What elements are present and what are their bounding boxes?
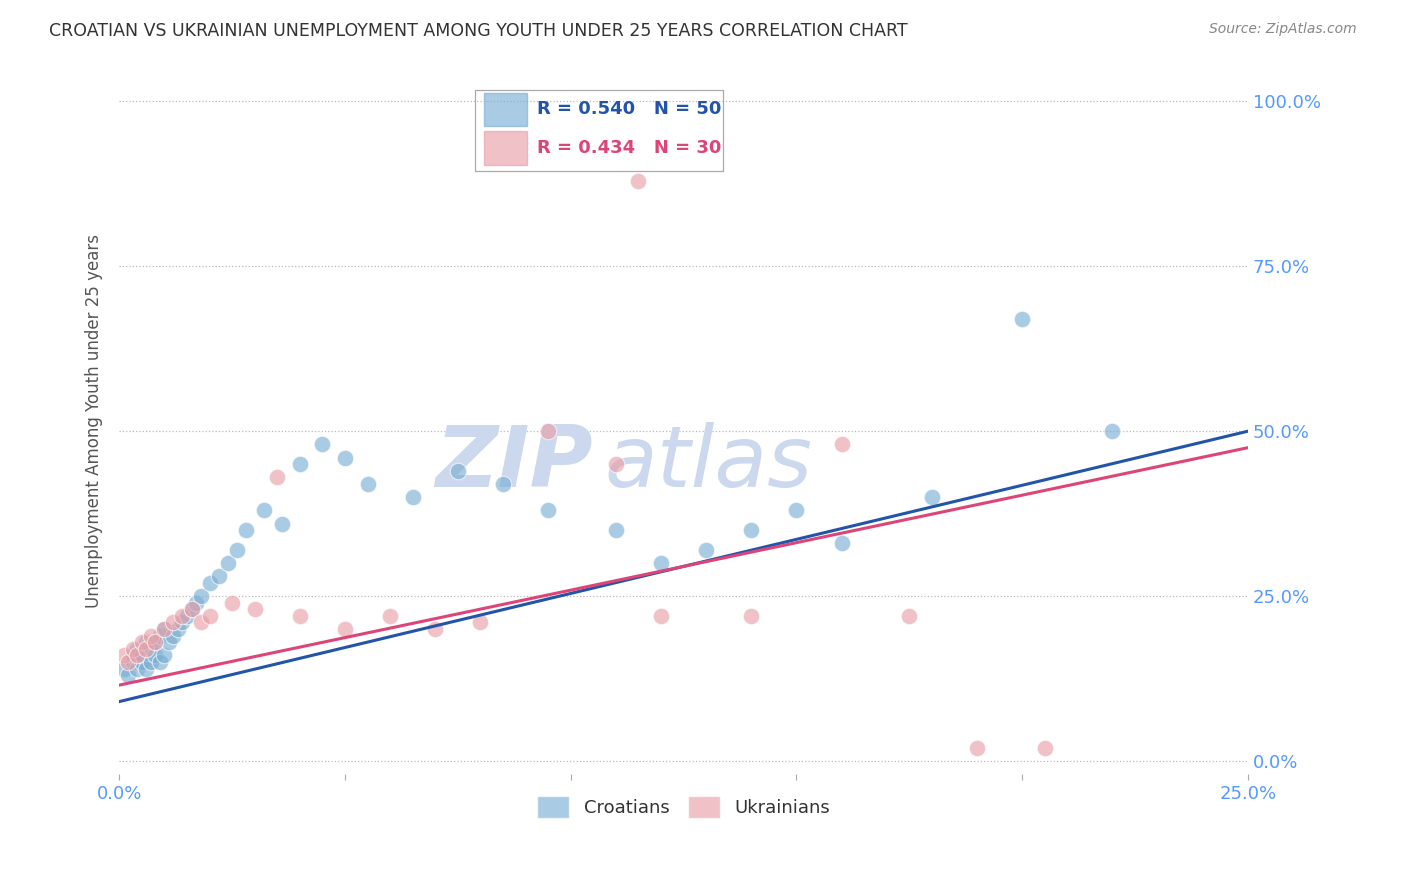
Point bbox=[695, 542, 717, 557]
Point bbox=[139, 641, 162, 656]
Point bbox=[311, 437, 333, 451]
Point bbox=[288, 457, 311, 471]
Point bbox=[121, 648, 143, 663]
Point bbox=[921, 490, 943, 504]
Point bbox=[180, 602, 202, 616]
Point bbox=[785, 503, 807, 517]
Y-axis label: Unemployment Among Youth under 25 years: Unemployment Among Youth under 25 years bbox=[86, 235, 103, 608]
Point bbox=[127, 662, 149, 676]
Bar bbox=[475, 90, 723, 171]
Point bbox=[253, 503, 276, 517]
Point bbox=[198, 608, 221, 623]
Point bbox=[225, 542, 247, 557]
Point bbox=[217, 556, 239, 570]
Point bbox=[627, 173, 650, 187]
Text: Source: ZipAtlas.com: Source: ZipAtlas.com bbox=[1209, 22, 1357, 37]
Point bbox=[266, 470, 288, 484]
Point bbox=[650, 556, 672, 570]
Legend: Croatians, Ukrainians: Croatians, Ukrainians bbox=[530, 789, 838, 825]
Point bbox=[135, 635, 157, 649]
Point bbox=[605, 457, 627, 471]
Point bbox=[153, 648, 176, 663]
Point bbox=[135, 641, 157, 656]
Point bbox=[190, 589, 212, 603]
Point bbox=[145, 648, 167, 663]
Point bbox=[447, 464, 470, 478]
Point bbox=[1033, 740, 1056, 755]
Point bbox=[1101, 424, 1123, 438]
Text: R = 0.540   N = 50: R = 0.540 N = 50 bbox=[537, 101, 721, 119]
Point bbox=[112, 648, 135, 663]
Point bbox=[831, 437, 853, 451]
Point bbox=[131, 655, 153, 669]
Point bbox=[127, 641, 149, 656]
Bar bbox=[484, 93, 527, 127]
Point bbox=[831, 536, 853, 550]
Point bbox=[157, 635, 180, 649]
Point bbox=[1011, 312, 1033, 326]
Point bbox=[172, 615, 194, 630]
Point bbox=[356, 477, 378, 491]
Text: CROATIAN VS UKRAINIAN UNEMPLOYMENT AMONG YOUTH UNDER 25 YEARS CORRELATION CHART: CROATIAN VS UKRAINIAN UNEMPLOYMENT AMONG… bbox=[49, 22, 908, 40]
Point bbox=[537, 424, 560, 438]
Point bbox=[243, 602, 266, 616]
Point bbox=[162, 629, 184, 643]
Text: ZIP: ZIP bbox=[436, 422, 593, 505]
Point bbox=[470, 615, 492, 630]
Text: R = 0.434   N = 30: R = 0.434 N = 30 bbox=[537, 139, 721, 157]
Point bbox=[127, 648, 149, 663]
Point bbox=[184, 596, 207, 610]
Point bbox=[162, 615, 184, 630]
Point bbox=[221, 596, 243, 610]
Point bbox=[537, 503, 560, 517]
Point bbox=[117, 655, 139, 669]
Text: atlas: atlas bbox=[605, 422, 813, 505]
Point bbox=[198, 575, 221, 590]
Point bbox=[149, 655, 172, 669]
Point bbox=[740, 523, 762, 537]
Point bbox=[425, 622, 447, 636]
Point bbox=[135, 662, 157, 676]
Point bbox=[149, 629, 172, 643]
Point bbox=[112, 662, 135, 676]
Point bbox=[153, 622, 176, 636]
Point bbox=[145, 635, 167, 649]
Point bbox=[207, 569, 229, 583]
Point bbox=[402, 490, 425, 504]
Point bbox=[121, 641, 143, 656]
Point bbox=[492, 477, 515, 491]
Point bbox=[131, 648, 153, 663]
Point bbox=[139, 629, 162, 643]
Point bbox=[131, 635, 153, 649]
Point bbox=[117, 668, 139, 682]
Point bbox=[176, 608, 198, 623]
Point bbox=[333, 622, 356, 636]
Point bbox=[966, 740, 988, 755]
Point bbox=[235, 523, 257, 537]
Point bbox=[288, 608, 311, 623]
Point bbox=[333, 450, 356, 465]
Point bbox=[740, 608, 762, 623]
Point bbox=[121, 655, 143, 669]
Point bbox=[180, 602, 202, 616]
Point bbox=[378, 608, 401, 623]
Bar bbox=[484, 131, 527, 165]
Point bbox=[190, 615, 212, 630]
Point bbox=[145, 635, 167, 649]
Point bbox=[167, 622, 190, 636]
Point bbox=[153, 622, 176, 636]
Point bbox=[650, 608, 672, 623]
Point bbox=[605, 523, 627, 537]
Point bbox=[898, 608, 921, 623]
Point bbox=[270, 516, 292, 531]
Point bbox=[172, 608, 194, 623]
Point bbox=[139, 655, 162, 669]
